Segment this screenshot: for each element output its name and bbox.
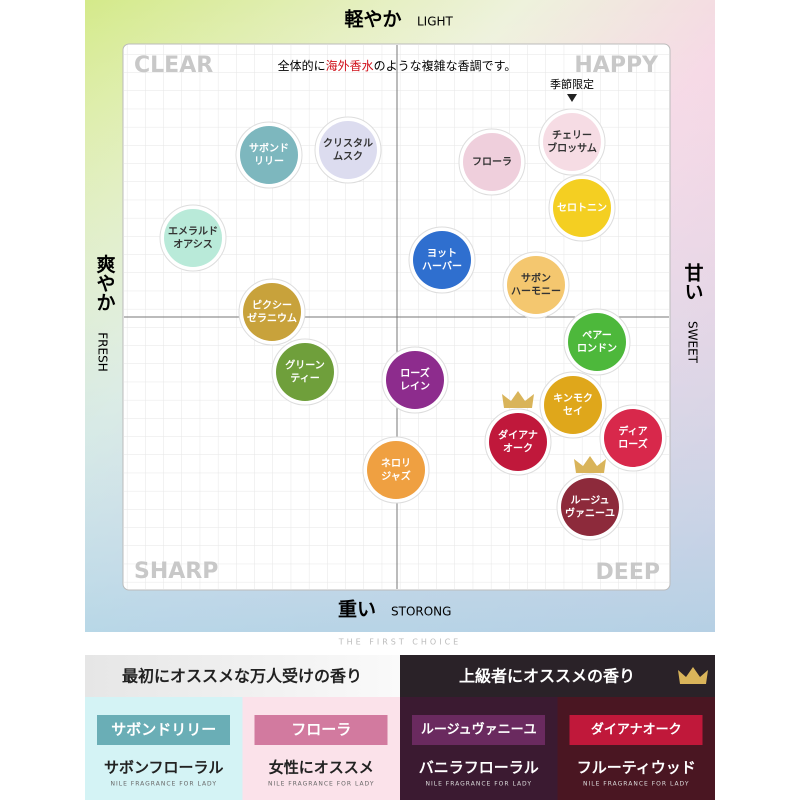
scent-bubble [243, 283, 301, 341]
corner-label: DEEP [596, 560, 660, 585]
section-header-bg [400, 655, 715, 697]
card-name: フローラ [291, 721, 351, 739]
bubble-label: セロトニン [557, 202, 607, 214]
scent-bubble [463, 133, 521, 191]
axis-right: 甘い [682, 263, 704, 301]
card-name: サボンドリリー [111, 721, 216, 739]
card-bg [557, 697, 715, 800]
axis-right-en: SWEET [686, 321, 700, 364]
bubble-label: ブロッサム [547, 142, 597, 155]
scent-bubble [164, 209, 222, 267]
bubble-label: ティー [290, 373, 319, 385]
card-tag [412, 715, 545, 745]
card-sub: NILE FRAGRANCE FOR LADY [110, 781, 217, 788]
bubble-label: キンモク [553, 393, 593, 405]
scent-bubble [489, 413, 547, 471]
card-bg [85, 697, 243, 800]
badge-label: 季節限定 [550, 77, 594, 91]
note: 全体的に海外香水のような複雑な香調です。 [278, 58, 517, 73]
tagline: THE FIRST CHOICE [338, 638, 461, 647]
bubble-label: ゼラニウム [247, 312, 297, 325]
card-desc: 女性にオススメ [269, 759, 374, 777]
bubble-label: オアシス [173, 239, 213, 251]
bubble-label: ローズ [400, 367, 430, 380]
bubble-label: サボンド [249, 142, 289, 155]
bubble-label: クリスタル [323, 138, 373, 150]
axis-top-en: LIGHT [417, 15, 454, 29]
card-sub: NILE FRAGRANCE FOR LADY [425, 781, 532, 788]
card-desc: フルーティウッド [577, 759, 696, 777]
bubble-label: ハーモニー [511, 287, 561, 298]
scent-bubble [319, 121, 377, 179]
bubble-label: ムスク [333, 151, 363, 163]
bubble-label: フローラ [472, 156, 512, 168]
card-bg [400, 697, 558, 800]
bubble-label: サボン [521, 272, 551, 285]
card-desc: サボンフローラル [104, 759, 224, 777]
bubble-label: ペアー [582, 330, 611, 342]
bubble-label: エメラルド [168, 226, 218, 238]
section-title: 最初にオススメな万人受けの香り [122, 667, 362, 686]
bubble-label: ダイアナ [498, 429, 538, 442]
card-sub: NILE FRAGRANCE FOR LADY [583, 781, 690, 788]
bubble-label: ルージュ [570, 495, 609, 507]
axis-left: 爽やか [94, 253, 116, 311]
note-text: のような複雑な香調です。 [374, 58, 517, 73]
bubble-label: グリーン [285, 359, 325, 372]
card-tag [97, 715, 230, 745]
scent-bubble [543, 113, 601, 171]
crown-icon [502, 391, 534, 408]
bubble-label: リリー [254, 156, 284, 168]
card-name: ダイアナオーク [591, 722, 682, 738]
scent-bubble [568, 313, 626, 371]
scent-bubble [561, 478, 619, 536]
scent-bubble [240, 126, 298, 184]
bubble-label: ジャズ [381, 470, 411, 483]
bubble-label: ディア [618, 425, 647, 438]
card-name: ルージュヴァニーユ [421, 722, 537, 738]
bubble-label: チェリー [552, 130, 592, 142]
scent-bubble [386, 351, 444, 409]
scent-bubble [544, 376, 602, 434]
scent-bubble [413, 231, 471, 289]
badge-arrow [567, 94, 577, 102]
axis-top: 軽やか [344, 9, 401, 31]
bubble-label: セイ [563, 406, 583, 418]
scent-bubble [367, 441, 425, 499]
scent-bubble [604, 409, 662, 467]
corner-label: SHARP [134, 559, 218, 584]
bubble-label: ヨット [427, 248, 457, 260]
card-tag [254, 715, 388, 745]
crown-icon [678, 667, 708, 684]
axis-bottom: 重い [338, 599, 376, 621]
card-desc: バニラフローラル [419, 759, 539, 777]
bubble-label: ローズ [618, 438, 648, 451]
bubble-label: オーク [503, 443, 533, 455]
section-header-bg [85, 655, 400, 697]
axis-bottom-en: STORONG [391, 605, 451, 619]
bubble-label: ピクシー [252, 300, 292, 312]
bubble-label: ネロリ [381, 458, 411, 470]
bubble-label: ヴァニーユ [565, 507, 615, 520]
section-title: 上級者にオススメの香り [459, 667, 635, 686]
card-tag [569, 715, 703, 745]
corner-label: HAPPY [574, 53, 659, 78]
bubble-label: ロンドン [577, 343, 617, 355]
note-text: 全体的に [278, 58, 326, 73]
bubble-label: ハーバー [422, 261, 462, 273]
bubble-label: レイン [400, 381, 430, 393]
card-sub: NILE FRAGRANCE FOR LADY [268, 781, 375, 788]
corner-label: CLEAR [134, 53, 213, 78]
scent-bubble [553, 179, 611, 237]
scent-bubble [276, 343, 334, 401]
card-bg [242, 697, 400, 800]
scent-bubble [507, 256, 565, 314]
crown-icon [574, 456, 606, 473]
note-highlight: 海外香水 [326, 58, 374, 73]
axis-left-en: FRESH [96, 332, 110, 371]
